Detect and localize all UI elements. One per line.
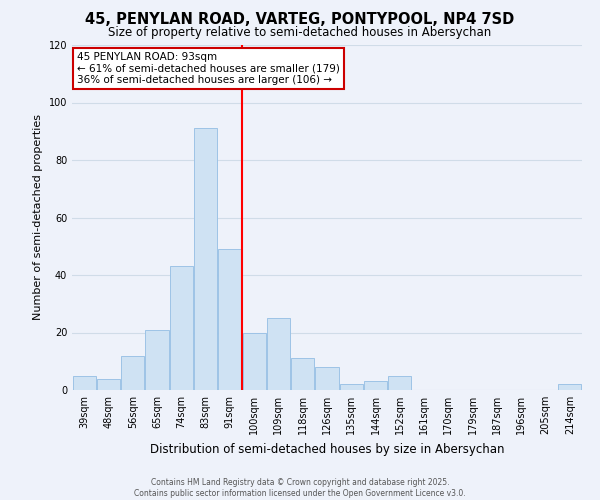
Text: Contains HM Land Registry data © Crown copyright and database right 2025.
Contai: Contains HM Land Registry data © Crown c… [134, 478, 466, 498]
Bar [388, 376, 412, 390]
Bar [218, 249, 241, 390]
Text: 45, PENYLAN ROAD, VARTEG, PONTYPOOL, NP4 7SD: 45, PENYLAN ROAD, VARTEG, PONTYPOOL, NP4… [85, 12, 515, 28]
Bar [73, 376, 95, 390]
Bar [121, 356, 144, 390]
Bar [291, 358, 314, 390]
Text: Size of property relative to semi-detached houses in Abersychan: Size of property relative to semi-detach… [109, 26, 491, 39]
Bar [559, 384, 581, 390]
Text: 45 PENYLAN ROAD: 93sqm
← 61% of semi-detached houses are smaller (179)
36% of se: 45 PENYLAN ROAD: 93sqm ← 61% of semi-det… [77, 52, 340, 85]
Bar [267, 318, 290, 390]
Bar [364, 382, 387, 390]
Bar [97, 378, 120, 390]
X-axis label: Distribution of semi-detached houses by size in Abersychan: Distribution of semi-detached houses by … [150, 442, 504, 456]
Bar [340, 384, 363, 390]
Bar [170, 266, 193, 390]
Y-axis label: Number of semi-detached properties: Number of semi-detached properties [33, 114, 43, 320]
Bar [316, 367, 338, 390]
Bar [242, 332, 266, 390]
Bar [194, 128, 217, 390]
Bar [145, 330, 169, 390]
